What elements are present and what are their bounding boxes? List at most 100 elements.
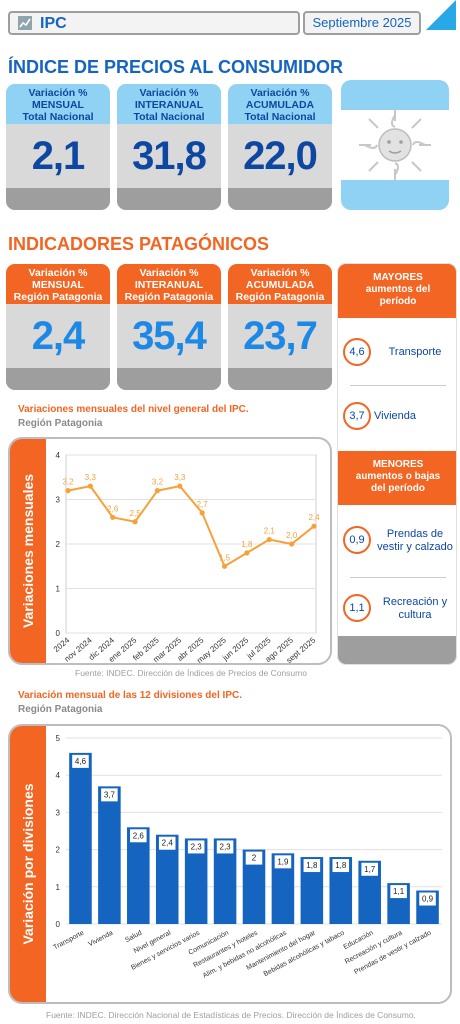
data-label-bg [130, 829, 147, 843]
bar [242, 849, 266, 924]
data-label: 1,8 [241, 540, 253, 549]
data-label-bg [158, 836, 176, 850]
card-value: 35,4 [132, 314, 207, 358]
data-label-bg [361, 862, 378, 876]
data-point [244, 550, 250, 556]
x-tick-label: Salud [124, 930, 143, 945]
card-mensual-patagonia: Variación % MENSUAL Región Patagonia 2,4 [6, 264, 110, 390]
data-label: 3,7 [104, 790, 116, 799]
x-tick-label: Transporte [52, 930, 85, 952]
data-label: 1,7 [364, 865, 376, 874]
card-acumulada-nacional: Variación % ACUMULADA Total Nacional 22,… [228, 84, 332, 210]
line-chart-title: Variaciones mensuales del nivel general … [18, 404, 249, 415]
data-label: 2,4 [162, 839, 174, 848]
data-label: 2,3 [220, 842, 232, 851]
bar [329, 857, 353, 924]
line-chart-side: Variaciones mensuales [10, 439, 46, 663]
line-chart-box: Variaciones mensuales 0 1 2 3 4 3,2 3,3 2,6 2,5 3… [8, 437, 332, 665]
data-label: 2 [252, 854, 257, 863]
data-label: 2,0 [286, 531, 298, 540]
bar [69, 752, 92, 924]
value-circle: 0,9 [343, 526, 371, 554]
data-label: 1,9 [277, 857, 289, 866]
card-label: Variación % [28, 87, 88, 99]
bar [184, 838, 208, 924]
data-point [311, 523, 317, 529]
sun-of-may-icon [359, 109, 431, 181]
data-label: 3,2 [62, 478, 74, 487]
section-title-nacional: ÍNDICE DE PRECIOS AL CONSUMIDOR [8, 57, 344, 77]
y-tick-label: 1 [56, 585, 61, 594]
card-label: MENSUAL [32, 99, 84, 111]
card-value: 2,4 [31, 314, 86, 358]
y-tick-label: 3 [56, 496, 61, 505]
data-label: 2,4 [308, 513, 320, 522]
series-line [67, 485, 315, 568]
bar [300, 857, 324, 924]
data-label: 3,3 [85, 473, 97, 482]
card-label: Región Patagonia [13, 291, 103, 303]
data-label: 1,8 [306, 861, 318, 870]
y-tick-label: 0 [56, 920, 61, 929]
bar-chart: 0 1 2 3 4 5 4,6 Transporte 3,7 Vivienda 2,6 Salud 2,… [52, 734, 442, 980]
card-label: Variación % [250, 87, 310, 99]
data-label-bg [245, 851, 263, 865]
item-label: Recreación y cultura [382, 596, 448, 621]
y-tick-label: 4 [56, 771, 61, 780]
bar [155, 834, 179, 924]
corner-decoration [426, 0, 456, 30]
card-interanual-nacional: Variación % INTERANUAL Total Nacional 31… [117, 84, 221, 210]
data-label: 1,5 [219, 553, 231, 562]
bar-chart-source: Fuente: INDEC. Dirección Nacional de Est… [46, 1010, 416, 1020]
menores-header: MENORES aumentos o bajas del período [338, 451, 456, 505]
data-point [199, 510, 205, 516]
card-label: Variación % [139, 87, 199, 99]
bar-chart-box: Variación por divisiones 0 1 2 3 4 5 4,6 Transp… [8, 724, 452, 1004]
data-point [87, 483, 93, 489]
line-chart-subtitle: Región Patagonia [18, 418, 103, 429]
bar [98, 786, 121, 924]
data-label: 1,1 [393, 887, 405, 896]
card-label: Total Nacional [133, 111, 205, 123]
data-label: 3,2 [152, 478, 164, 487]
data-label: 2,1 [264, 527, 276, 536]
data-point [289, 541, 295, 547]
line-chart: 0 1 2 3 4 3,2 3,3 2,6 2,5 3,2 3,3 2,7 1,5 1,8 2,1 2,0 2,… [52, 451, 320, 663]
data-label: 2,6 [107, 504, 119, 513]
mayores-header: MAYORES aumentos del período [338, 264, 456, 318]
y-tick-label: 4 [56, 451, 61, 460]
card-label: INTERANUAL [134, 279, 204, 291]
bar-chart-side: Variación por divisiones [10, 726, 46, 1002]
data-label-bg [187, 840, 205, 854]
value-circle: 1,1 [343, 594, 371, 622]
card-value: 2,1 [31, 134, 86, 178]
data-label: 2,7 [197, 500, 209, 509]
card-label: Total Nacional [22, 111, 94, 123]
y-tick-label: 3 [56, 808, 61, 817]
data-label-bg [303, 859, 321, 873]
header-title-box: IPC [8, 11, 300, 35]
data-label-bg [216, 840, 234, 854]
data-point [132, 519, 138, 525]
y-tick-label: 5 [56, 734, 61, 743]
card-label: INTERANUAL [134, 99, 204, 111]
data-label-bg [101, 788, 118, 802]
item-label: Prendas de vestir y calzado [377, 528, 453, 553]
data-label: 0,9 [422, 895, 434, 904]
header-title: IPC [40, 15, 67, 32]
data-label: 1,8 [335, 861, 347, 870]
data-label-bg [390, 885, 407, 899]
bar [127, 827, 150, 924]
data-point [65, 488, 71, 494]
data-point [266, 536, 272, 543]
y-tick-label: 2 [56, 846, 61, 855]
value-circle: 4,6 [343, 338, 371, 366]
card-label: MENSUAL [32, 279, 84, 291]
card-label: Región Patagonia [124, 291, 214, 303]
y-tick-label: 0 [56, 629, 61, 638]
card-label: ACUMULADA [245, 279, 315, 291]
card-acumulada-patagonia: Variación % ACUMULADA Región Patagonia 2… [228, 264, 332, 390]
argentina-flag-sun [341, 80, 449, 210]
bar-chart-title: Variación mensual de las 12 divisiones d… [18, 690, 242, 701]
card-label: ACUMULADA [245, 99, 315, 111]
